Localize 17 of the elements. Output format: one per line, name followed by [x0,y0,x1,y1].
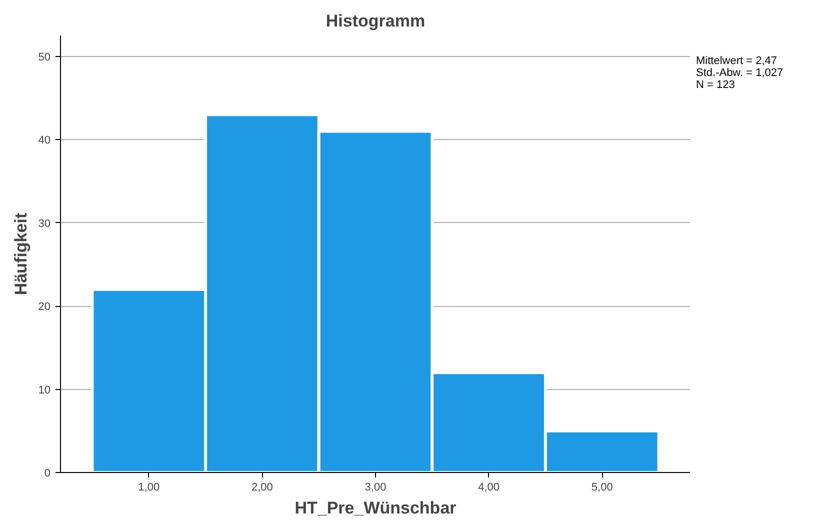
x-tick-label: 3,00 [364,482,386,494]
y-tick-label: 10 [38,384,51,396]
y-tick-label: 0 [44,468,51,480]
y-tick-label: 30 [38,218,51,230]
y-tick-label: 20 [38,301,51,314]
x-tick-label: 5,00 [591,482,613,494]
y-tick-label: 40 [38,134,51,147]
text: N = 123 [696,79,735,91]
x-axis-title: HT_Pre_Wünschbar [294,498,457,518]
chart-title: Histogramm [326,12,426,30]
text: Mittelwert = 2,47 [696,55,778,67]
x-tick-label: 1,00 [138,482,160,494]
y-axis-title: Häufigkeit [11,212,30,296]
text: Std.-Abw. = 1,027 [696,67,784,79]
x-tick-label: 2,00 [251,482,273,494]
x-tick-label: 4,00 [478,482,500,494]
y-tick-label: 50 [38,51,51,64]
